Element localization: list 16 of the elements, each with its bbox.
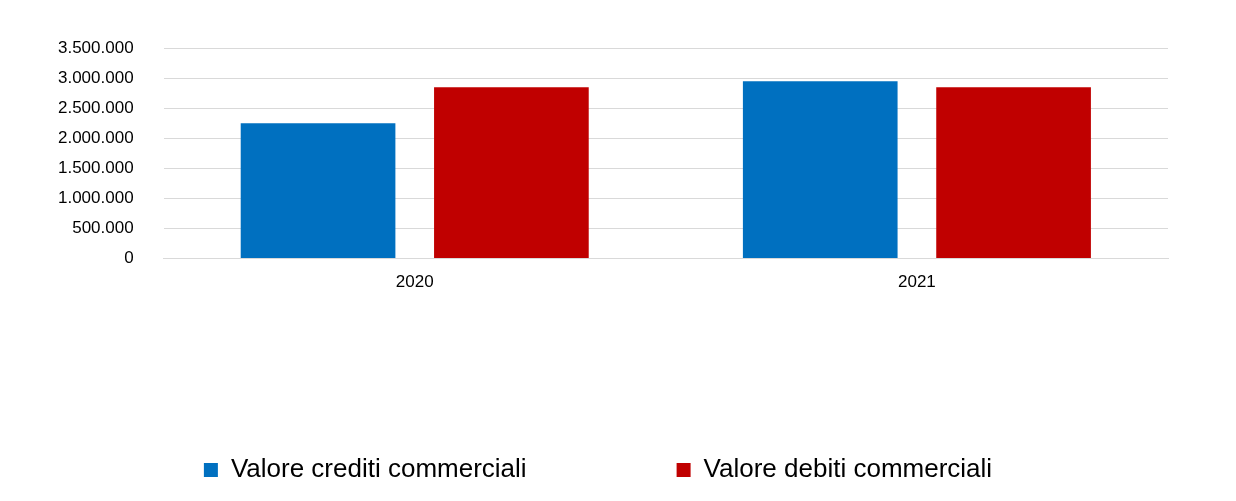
- y-tick-label: 1.500.000: [57, 158, 134, 178]
- bar: [936, 87, 1091, 259]
- y-tick-label: 3.500.000: [57, 37, 134, 57]
- bar: [240, 123, 396, 259]
- y-tick-label: 0: [124, 248, 134, 268]
- y-tick-label: 2.500.000: [57, 98, 134, 117]
- y-tick-label: 3.000.000: [57, 67, 134, 87]
- y-tick-label: 1.000.000: [57, 188, 134, 208]
- bar: [434, 87, 589, 259]
- x-tick-label: 2021: [897, 272, 936, 292]
- x-tick-label: 2020: [395, 272, 434, 292]
- y-tick-label: 500.000: [72, 218, 134, 238]
- y-tick-label: 2.000.000: [57, 128, 134, 148]
- legend-label: Valore debiti commerciali: [703, 453, 993, 484]
- legend-label: Valore crediti commerciali: [230, 453, 527, 484]
- bar: [742, 81, 898, 259]
